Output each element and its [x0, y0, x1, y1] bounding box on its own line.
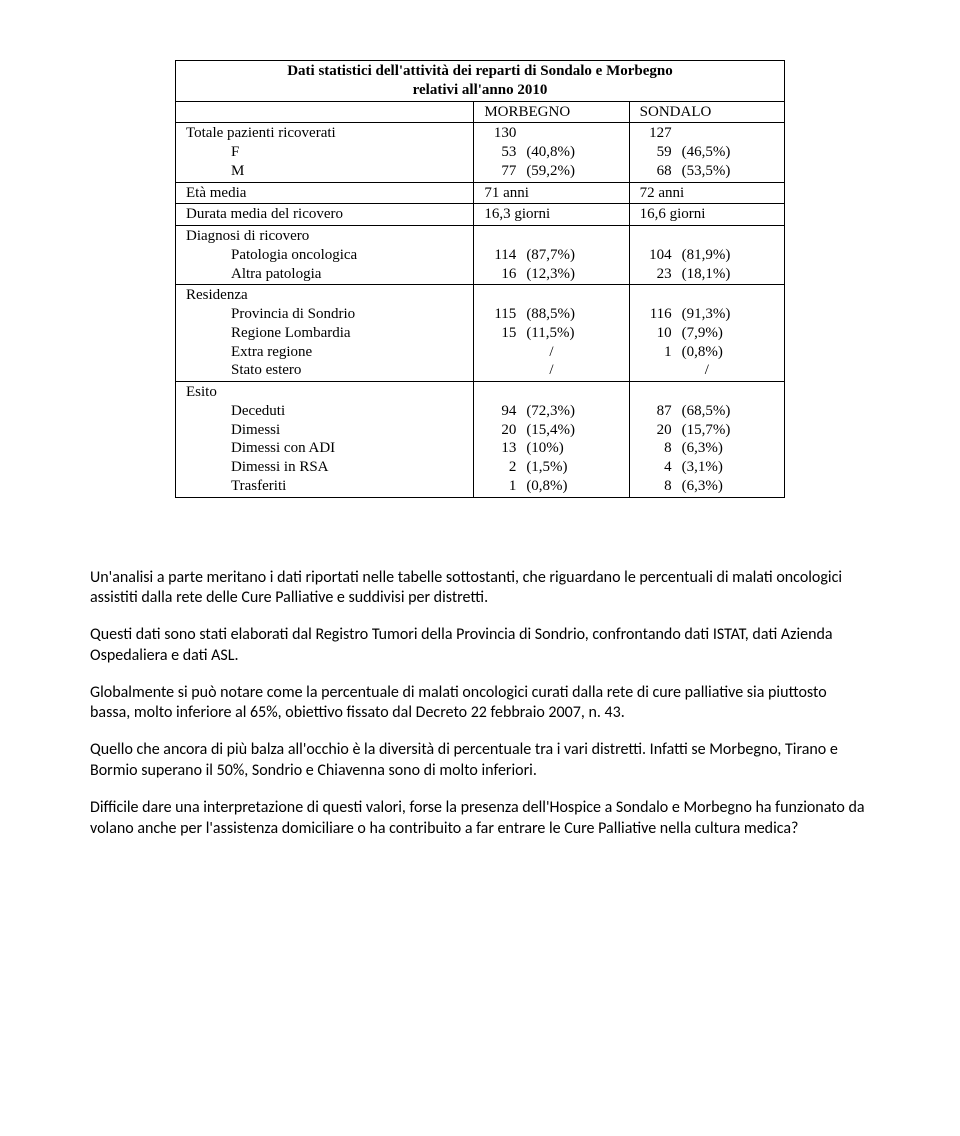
dec-label: Deceduti — [186, 403, 285, 419]
altrapat-s-n: 23 — [640, 265, 672, 284]
altrapat-m-n: 16 — [484, 265, 516, 284]
m-s-n: 68 — [640, 162, 672, 181]
dec-m-n: 94 — [484, 402, 516, 421]
durata-s: 16,6 giorni — [629, 204, 784, 226]
trasf-m-p: (0,8%) — [516, 477, 567, 496]
table-title: Dati statistici dell'attività dei repart… — [176, 61, 785, 102]
reglom-m-n: 15 — [484, 324, 516, 343]
paragraph-4: Quello che ancora di più balza all'occhi… — [90, 740, 870, 782]
patonc-s-n: 104 — [640, 246, 672, 265]
stats-table: Dati statistici dell'attività dei repart… — [175, 60, 785, 498]
diagnosi-row: Diagnosi di ricovero Patologia oncologic… — [176, 226, 474, 285]
reglom-m-p: (11,5%) — [516, 324, 574, 343]
extra-s-n: 1 — [640, 343, 672, 362]
dim-label: Dimessi — [186, 422, 280, 438]
diagnosi-label: Diagnosi di ricovero — [186, 228, 309, 244]
eta-m: 71 anni — [474, 182, 629, 204]
m-m-n: 77 — [484, 162, 516, 181]
dec-m-p: (72,3%) — [516, 402, 575, 421]
header-empty — [176, 101, 474, 123]
extra-label: Extra regione — [186, 344, 312, 360]
prov-label: Provincia di Sondrio — [186, 306, 355, 322]
patonc-label: Patologia oncologica — [186, 247, 357, 263]
residenza-row: Residenza Provincia di Sondrio Regione L… — [176, 285, 474, 382]
durata-m: 16,3 giorni — [474, 204, 629, 226]
eta-label: Età media — [176, 182, 474, 204]
totale-row: Totale pazienti ricoverati F M — [176, 123, 474, 182]
f-m-n: 53 — [484, 143, 516, 162]
dimrsa-label: Dimessi in RSA — [186, 459, 329, 475]
estero-m: / — [484, 361, 618, 380]
esito-row: Esito Deceduti Dimessi Dimessi con ADI D… — [176, 382, 474, 498]
totale-morbegno: 130 53(40,8%) 77(59,2%) — [474, 123, 629, 182]
durata-label: Durata media del ricovero — [176, 204, 474, 226]
totale-m-val: 130 — [484, 124, 516, 143]
extra-m: / — [484, 343, 618, 362]
trasf-s-p: (6,3%) — [672, 477, 723, 496]
prov-s-n: 116 — [640, 305, 672, 324]
altrapat-label: Altra patologia — [186, 266, 321, 282]
header-col-morbegno: MORBEGNO — [474, 101, 629, 123]
table-title-line1: Dati statistici dell'attività dei repart… — [287, 63, 673, 79]
patonc-m-p: (87,7%) — [516, 246, 575, 265]
m-m-p: (59,2%) — [516, 162, 575, 181]
f-s-p: (46,5%) — [672, 143, 731, 162]
f-m-p: (40,8%) — [516, 143, 575, 162]
residenza-label: Residenza — [186, 287, 248, 303]
altrapat-m-p: (12,3%) — [516, 265, 575, 284]
residenza-m: 115(88,5%) 15(11,5%) / / — [474, 285, 629, 382]
totale-sondalo: 127 59(46,5%) 68(53,5%) — [629, 123, 784, 182]
estero-s: / — [640, 361, 774, 380]
paragraph-2: Questi dati sono stati elaborati dal Reg… — [90, 625, 870, 667]
dimadi-m-n: 13 — [484, 439, 516, 458]
table-title-line2: relativi all'anno 2010 — [413, 82, 548, 98]
totale-label: Totale pazienti ricoverati — [186, 125, 336, 141]
f-s-n: 59 — [640, 143, 672, 162]
diagnosi-s: 104(81,9%) 23(18,1%) — [629, 226, 784, 285]
residenza-s: 116(91,3%) 10(7,9%) 1(0,8%) / — [629, 285, 784, 382]
m-label: M — [186, 163, 244, 179]
trasf-m-n: 1 — [484, 477, 516, 496]
dim-s-n: 20 — [640, 421, 672, 440]
f-label: F — [186, 144, 239, 160]
dim-m-n: 20 — [484, 421, 516, 440]
extra-s-p: (0,8%) — [672, 343, 723, 362]
prov-m-p: (88,5%) — [516, 305, 575, 324]
paragraph-3: Globalmente si può notare come la percen… — [90, 683, 870, 725]
prov-m-n: 115 — [484, 305, 516, 324]
reglom-s-p: (7,9%) — [672, 324, 723, 343]
dimadi-label: Dimessi con ADI — [186, 440, 335, 456]
dimrsa-m-p: (1,5%) — [516, 458, 567, 477]
paragraph-5: Difficile dare una interpretazione di qu… — [90, 798, 870, 840]
reglom-label: Regione Lombardia — [186, 325, 351, 341]
patonc-m-n: 114 — [484, 246, 516, 265]
dimrsa-m-n: 2 — [484, 458, 516, 477]
esito-label: Esito — [186, 384, 217, 400]
prov-s-p: (91,3%) — [672, 305, 731, 324]
dimadi-s-n: 8 — [640, 439, 672, 458]
trasf-label: Trasferiti — [186, 478, 286, 494]
diagnosi-m: 114(87,7%) 16(12,3%) — [474, 226, 629, 285]
dimrsa-s-p: (3,1%) — [672, 458, 723, 477]
esito-s: 87(68,5%) 20(15,7%) 8(6,3%) 4(3,1%) 8(6,… — [629, 382, 784, 498]
dim-m-p: (15,4%) — [516, 421, 575, 440]
header-col-sondalo: SONDALO — [629, 101, 784, 123]
trasf-s-n: 8 — [640, 477, 672, 496]
patonc-s-p: (81,9%) — [672, 246, 731, 265]
reglom-s-n: 10 — [640, 324, 672, 343]
dimrsa-s-n: 4 — [640, 458, 672, 477]
dim-s-p: (15,7%) — [672, 421, 731, 440]
eta-s: 72 anni — [629, 182, 784, 204]
estero-label: Stato estero — [186, 362, 301, 378]
paragraph-1: Un'analisi a parte meritano i dati ripor… — [90, 568, 870, 610]
altrapat-s-p: (18,1%) — [672, 265, 731, 284]
dimadi-m-p: (10%) — [516, 439, 564, 458]
dec-s-p: (68,5%) — [672, 402, 731, 421]
esito-m: 94(72,3%) 20(15,4%) 13(10%) 2(1,5%) 1(0,… — [474, 382, 629, 498]
totale-s-val: 127 — [640, 124, 672, 143]
m-s-p: (53,5%) — [672, 162, 731, 181]
dimadi-s-p: (6,3%) — [672, 439, 723, 458]
dec-s-n: 87 — [640, 402, 672, 421]
